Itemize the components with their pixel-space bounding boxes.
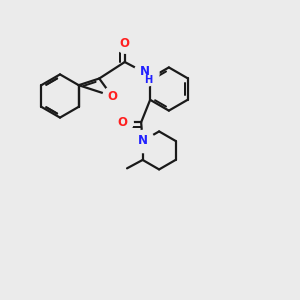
- Text: N: N: [140, 65, 150, 78]
- Text: H: H: [144, 75, 152, 85]
- Text: N: N: [138, 134, 148, 147]
- Text: O: O: [118, 116, 128, 129]
- Text: O: O: [107, 89, 117, 103]
- Text: O: O: [120, 37, 130, 50]
